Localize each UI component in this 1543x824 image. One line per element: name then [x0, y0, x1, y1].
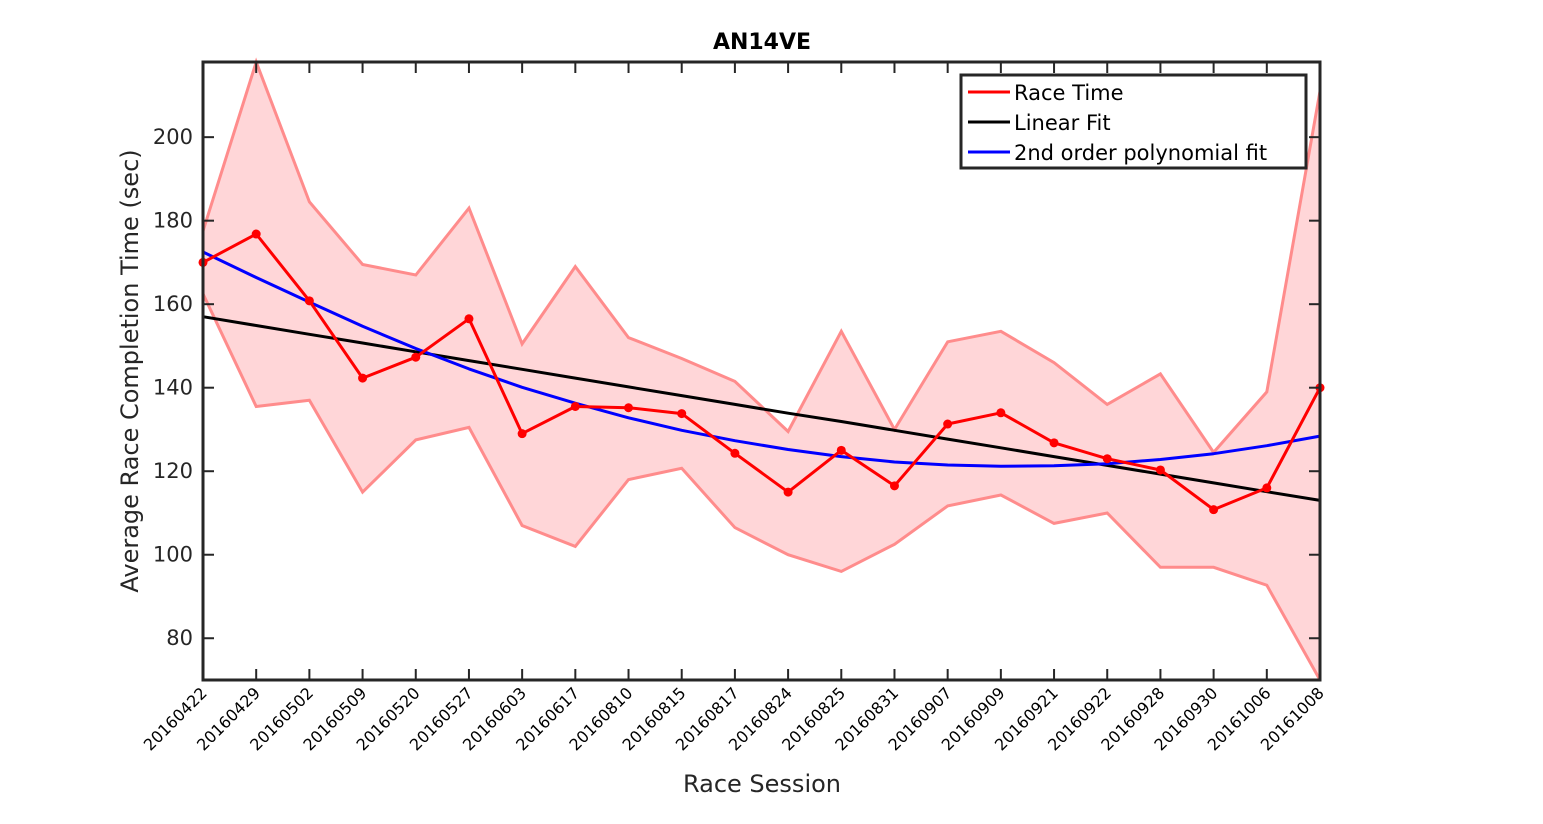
legend-label-polynomial-fit: 2nd order polynomial fit [1014, 141, 1267, 165]
series-line-race-time [202, 232, 1322, 512]
race-time-point [677, 409, 687, 419]
race-time-point [1209, 505, 1219, 515]
race-time-point [730, 448, 740, 458]
race-time-point [1262, 483, 1272, 493]
legend-label-linear-fit: Linear Fit [1014, 111, 1111, 135]
chart-title: AN14VE [713, 30, 811, 55]
legend: Race Time Linear Fit 2nd order polynomia… [959, 73, 1308, 170]
legend-label-race-time: Race Time [1014, 81, 1124, 105]
y-tick-label: 160 [153, 292, 193, 316]
race-time-point [943, 419, 953, 429]
y-tick-label: 100 [153, 543, 193, 567]
y-tick-label: 200 [153, 125, 193, 149]
race-time-point [304, 296, 314, 306]
y-axis: 80 100 120 140 160 180 200 [153, 125, 1320, 650]
race-time-point [570, 401, 580, 411]
y-tick-label: 140 [153, 376, 193, 400]
y-tick-label: 120 [153, 459, 193, 483]
race-time-point [836, 445, 846, 455]
race-time-point [783, 487, 793, 497]
race-time-point [411, 352, 421, 362]
x-axis-label: Race Session [683, 770, 841, 798]
y-axis-label: Average Race Completion Time (sec) [116, 149, 144, 592]
race-time-point [1049, 438, 1059, 448]
band-upper-line [201, 57, 1322, 455]
plot-area [198, 57, 1325, 681]
race-time-point [996, 408, 1006, 418]
race-time-point [517, 429, 527, 439]
race-time-point [464, 314, 474, 324]
race-time-point [358, 373, 368, 383]
race-time-point [251, 229, 261, 239]
y-tick-label: 180 [153, 209, 193, 233]
axes-box [201, 60, 1322, 682]
legend-box [959, 73, 1308, 170]
race-time-point [1155, 465, 1165, 475]
race-time-point [889, 481, 899, 491]
race-time-point [1102, 454, 1112, 464]
band-fill [203, 62, 1320, 680]
band-lower-line [201, 293, 1322, 681]
series-line-linear-fit [202, 315, 1321, 502]
race-time-point [624, 403, 634, 413]
series-line-2nd-order-polynomial-fit [202, 250, 1321, 468]
y-tick-label: 80 [166, 626, 193, 650]
